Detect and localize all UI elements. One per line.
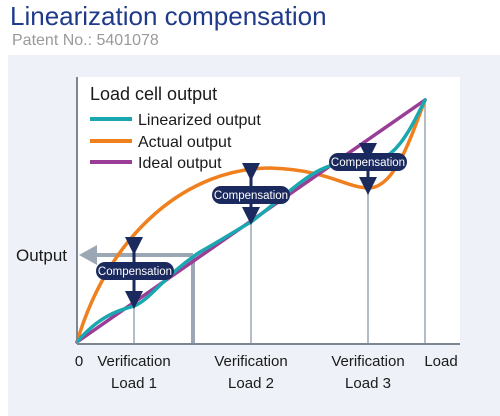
compensation-badge-1: Compensation	[96, 262, 174, 280]
x-label-v2-line2: Load 2	[228, 375, 274, 392]
legend-linearized-label: Linearized output	[138, 112, 261, 129]
legend-actual-label: Actual output	[138, 134, 232, 151]
legend-ideal-label: Ideal output	[138, 155, 222, 172]
compensation-badge-3: Compensation	[329, 153, 407, 171]
compensation-badge-2: Compensation	[212, 186, 290, 204]
x-label-v1-line2: Load 1	[111, 375, 157, 392]
output-arrow-icon	[79, 245, 97, 265]
patent-number: Patent No.: 5401078	[12, 32, 159, 49]
x-label-v3-line1: Verification	[331, 353, 404, 370]
x-label-v1-line1: Verification	[97, 353, 170, 370]
compensation-label-3: Compensation	[331, 157, 405, 169]
x-label-v3-line2: Load 3	[345, 375, 391, 392]
x-label-load: Load	[424, 353, 457, 370]
diagram-title: Load cell output	[90, 84, 217, 104]
output-label: Output	[16, 246, 67, 265]
compensation-label-1: Compensation	[98, 266, 172, 278]
compensation-label-2: Compensation	[214, 190, 288, 202]
page-title: Linearization compensation	[10, 1, 327, 31]
x-label-v2-line1: Verification	[214, 353, 287, 370]
x-label-origin: 0	[75, 353, 83, 370]
